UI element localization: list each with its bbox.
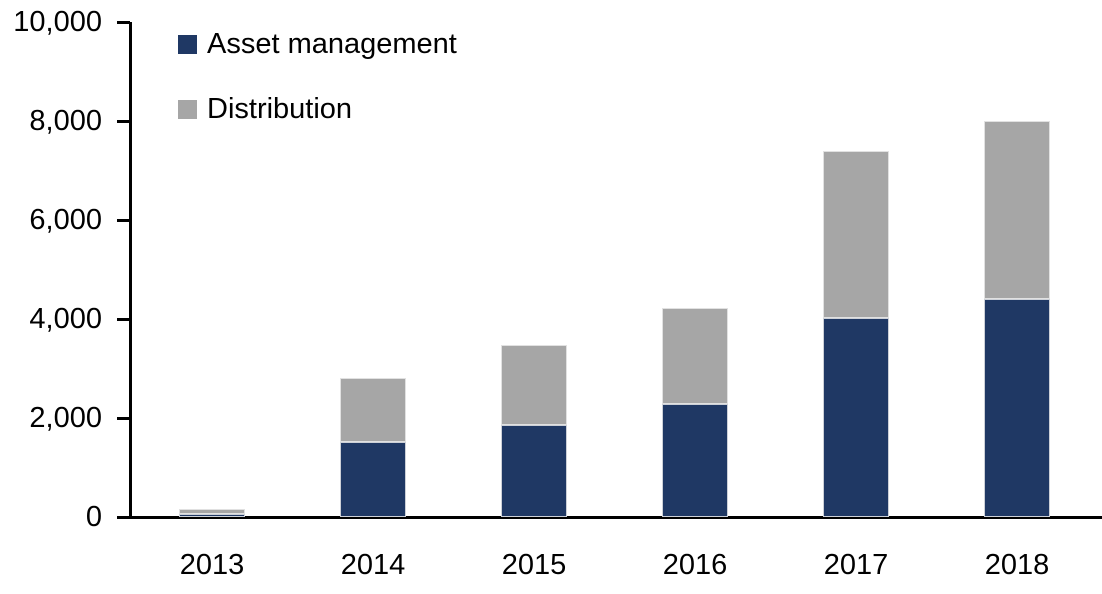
legend-label: Distribution <box>207 93 353 125</box>
asset-management-swatch-icon <box>178 35 197 54</box>
x-axis-label-2014: 2014 <box>340 549 406 581</box>
y-tick-mark <box>117 119 130 123</box>
y-tick-label: 4,000 <box>29 302 102 335</box>
legend-label: Asset management <box>207 28 457 60</box>
bar-2017-distribution <box>823 151 889 318</box>
bar-2015-asset-management <box>501 425 567 518</box>
bar-2013-distribution <box>179 509 245 514</box>
y-tick-mark <box>117 20 130 24</box>
bar-2017-asset-management <box>823 317 889 518</box>
bar-2015-distribution <box>501 344 567 426</box>
bar-2018-asset-management <box>984 299 1050 518</box>
x-axis-label-2013: 2013 <box>179 549 245 581</box>
y-axis-line <box>129 22 132 518</box>
bar-2013-asset-management <box>179 513 245 518</box>
x-axis-line <box>117 516 1102 519</box>
x-axis-label-2017: 2017 <box>823 549 889 581</box>
bar-2018-distribution <box>984 121 1050 300</box>
bar-2014-distribution <box>340 377 406 443</box>
x-axis-label-2016: 2016 <box>662 549 728 581</box>
x-axis-label-2015: 2015 <box>501 549 567 581</box>
bar-2016-distribution <box>662 308 728 405</box>
x-axis-label-2018: 2018 <box>984 549 1050 581</box>
legend-item-distribution: Distribution <box>178 92 352 127</box>
y-tick-mark <box>117 516 130 519</box>
distribution-swatch-icon <box>178 100 197 119</box>
y-tick-label: 2,000 <box>29 401 102 434</box>
y-tick-label: 6,000 <box>29 203 102 236</box>
y-tick-label: 0 <box>85 501 102 533</box>
legend-item-asset-management: Asset management <box>178 27 457 62</box>
y-tick-label: 8,000 <box>29 104 102 137</box>
bar-2014-asset-management <box>340 442 406 518</box>
bar-2016-asset-management <box>662 404 728 518</box>
y-tick-label: 10,000 <box>13 5 102 38</box>
y-tick-mark <box>117 218 130 222</box>
y-tick-mark <box>117 416 130 420</box>
y-tick-mark <box>117 317 130 321</box>
